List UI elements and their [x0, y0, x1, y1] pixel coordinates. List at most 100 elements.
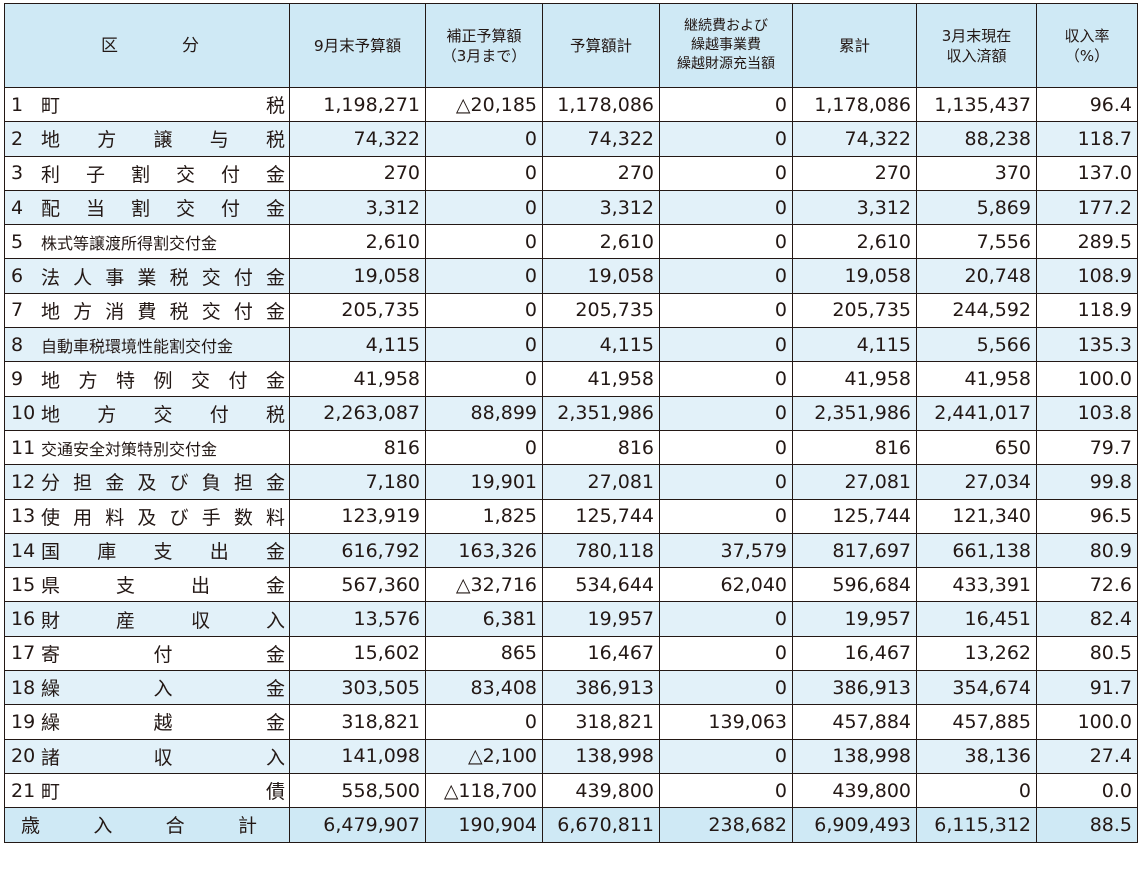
- table-row: 4 配当割交付金 3,312 0 3,312 0 3,312 5,869 177.2: [4, 189, 1138, 226]
- row-budget-total: 2,351,986: [542, 395, 660, 431]
- row-kurikoshi: 0: [659, 224, 793, 260]
- row-label-cell: 10 地方交付税: [4, 395, 290, 431]
- header-keizoku-line2: 繰越事業費: [691, 37, 761, 53]
- row-sep-budget: 4,115: [289, 327, 426, 363]
- table-row: 2 地方譲与税 74,322 0 74,322 0 74,322 88,238 118.7: [4, 121, 1138, 157]
- row-label-box: 19 繰越金: [11, 708, 285, 735]
- row-rate: 289.5: [1036, 224, 1138, 260]
- row-received: 370: [916, 155, 1037, 191]
- table-row: 10 地方交付税 2,263,087 88,899 2,351,986 0 2,351,98…: [4, 395, 1138, 431]
- row-budget-total: 27,081: [542, 464, 660, 500]
- row-label-cell: 12 分担金及び負担金: [4, 464, 290, 500]
- row-budget-total: 270: [542, 155, 660, 191]
- row-sep-budget: 2,610: [289, 224, 426, 260]
- row-hosei: 0: [425, 429, 543, 466]
- row-sep-budget: 205,735: [289, 292, 426, 329]
- row-ruikei: 1,178,086: [792, 86, 917, 123]
- row-label: 県支出金: [41, 575, 285, 598]
- row-kurikoshi: 0: [659, 361, 793, 397]
- row-received: 16,451: [916, 601, 1037, 637]
- row-sep-budget: 123,919: [289, 498, 426, 534]
- row-label-box: 5 株式等譲渡所得割交付金: [11, 230, 285, 254]
- row-rate: 135.3: [1036, 327, 1138, 363]
- row-budget-total: 16,467: [542, 635, 660, 672]
- row-number: 15: [11, 573, 36, 596]
- table-row: 5 株式等譲渡所得割交付金 2,610 0 2,610 0 2,610 7,556 289.5: [4, 224, 1138, 260]
- row-ruikei: 2,351,986: [792, 395, 917, 431]
- row-number: 12: [11, 470, 36, 493]
- table-row: 8 自動車税環境性能割交付金 4,115 0 4,115 0 4,115 5,566 135.3: [4, 327, 1138, 363]
- row-budget-total: 1,178,086: [542, 86, 660, 123]
- row-kurikoshi: 0: [659, 395, 793, 431]
- row-ruikei: 41,958: [792, 361, 917, 397]
- row-kurikoshi: 0: [659, 670, 793, 706]
- row-rate: 80.5: [1036, 635, 1138, 672]
- row-label: 利子割交付金: [41, 163, 285, 186]
- row-rate: 118.7: [1036, 121, 1138, 157]
- row-budget-total: 74,322: [542, 121, 660, 157]
- row-budget-total: 41,958: [542, 361, 660, 397]
- row-ruikei: 19,957: [792, 601, 917, 637]
- row-kurikoshi: 0: [659, 635, 793, 672]
- header-hosei: 補正予算額 （3月まで）: [425, 3, 543, 88]
- row-sep-budget: 816: [289, 429, 426, 466]
- row-ruikei: 2,610: [792, 224, 917, 260]
- row-label-box: 8 自動車税環境性能割交付金: [11, 333, 285, 357]
- total-kurikoshi: 238,682: [659, 807, 793, 843]
- table-row: 11 交通安全対策特別交付金 816 0 816 0 816 650 79.7: [4, 429, 1138, 466]
- row-label: 国庫支出金: [41, 541, 285, 563]
- row-kurikoshi: 0: [659, 601, 793, 637]
- row-rate: 72.6: [1036, 567, 1138, 603]
- row-label: 繰入金: [41, 678, 285, 701]
- row-label-cell: 14 国庫支出金: [4, 532, 290, 569]
- row-label-box: 6 法人事業税交付金: [11, 263, 285, 290]
- row-kurikoshi: 139,063: [659, 704, 793, 740]
- row-rate: 79.7: [1036, 429, 1138, 466]
- row-ruikei: 596,684: [792, 567, 917, 603]
- row-hosei: △32,716: [425, 567, 543, 603]
- row-received: 27,034: [916, 464, 1037, 500]
- row-kurikoshi: 37,579: [659, 532, 793, 569]
- row-ruikei: 439,800: [792, 772, 917, 809]
- row-label-box: 21 町 債: [11, 777, 285, 804]
- row-received: 354,674: [916, 670, 1037, 706]
- row-hosei: 6,381: [425, 601, 543, 637]
- row-sep-budget: 15,602: [289, 635, 426, 672]
- row-sep-budget: 141,098: [289, 738, 426, 774]
- row-budget-total: 125,744: [542, 498, 660, 534]
- row-label: 地方譲与税: [41, 129, 285, 152]
- header-received-line2: 収入済額: [946, 46, 1007, 65]
- row-label: 使用料及び手数料: [41, 506, 285, 529]
- row-received: 0: [916, 772, 1037, 809]
- row-rate: 80.9: [1036, 532, 1138, 569]
- row-kurikoshi: 0: [659, 464, 793, 500]
- total-sep-budget: 6,479,907: [289, 807, 426, 843]
- row-budget-total: 4,115: [542, 327, 660, 363]
- row-received: 661,138: [916, 532, 1037, 569]
- row-label-cell: 5 株式等譲渡所得割交付金: [4, 224, 290, 260]
- table-row: 12 分担金及び負担金 7,180 19,901 27,081 0 27,081 27,034…: [4, 464, 1138, 500]
- row-ruikei: 74,322: [792, 121, 917, 157]
- row-number: 9: [11, 368, 24, 391]
- row-label-cell: 11 交通安全対策特別交付金: [4, 429, 290, 466]
- row-ruikei: 19,058: [792, 258, 917, 294]
- row-hosei: 0: [425, 704, 543, 740]
- row-label-cell: 21 町 債: [4, 772, 290, 809]
- row-kurikoshi: 0: [659, 121, 793, 157]
- row-label: 分担金及び負担金: [41, 472, 285, 495]
- row-number: 1: [11, 93, 24, 116]
- row-received: 2,441,017: [916, 395, 1037, 431]
- row-budget-total: 534,644: [542, 567, 660, 603]
- row-received: 5,869: [916, 189, 1037, 226]
- row-number: 11: [11, 436, 36, 459]
- row-ruikei: 817,697: [792, 532, 917, 569]
- header-rate-line1: 収入率: [1064, 26, 1110, 45]
- row-budget-total: 386,913: [542, 670, 660, 706]
- row-rate: 96.4: [1036, 86, 1138, 123]
- row-hosei: △20,185: [425, 86, 543, 123]
- total-received: 6,115,312: [916, 807, 1037, 843]
- row-label-box: 7 地方消費税交付金: [11, 297, 285, 324]
- row-label-box: 9 地方特例交付金: [11, 366, 285, 393]
- row-ruikei: 457,884: [792, 704, 917, 740]
- row-label-cell: 2 地方譲与税: [4, 121, 290, 157]
